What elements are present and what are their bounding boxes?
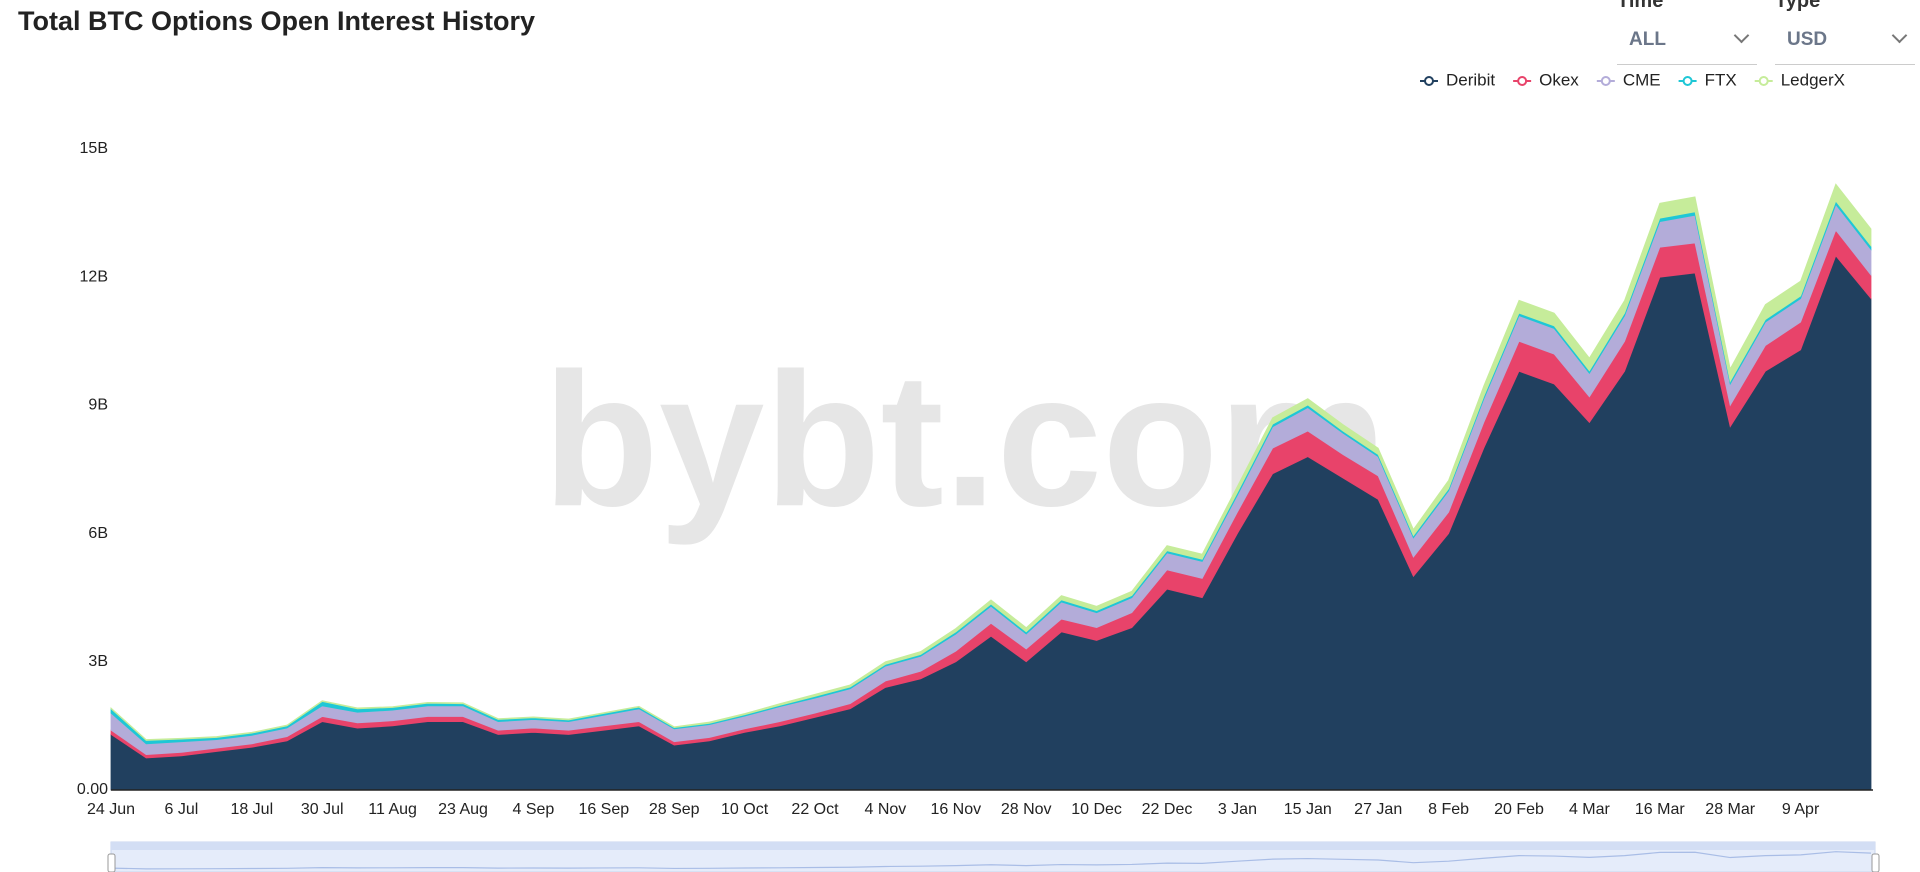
- navigator-handle[interactable]: [1871, 853, 1880, 872]
- x-tick-label: 24 Jun: [87, 801, 135, 818]
- x-tick-label: 28 Mar: [1705, 801, 1755, 818]
- x-tick-label: 8 Feb: [1428, 801, 1469, 818]
- x-tick-label: 4 Mar: [1569, 801, 1611, 818]
- legend-icon: [1600, 76, 1611, 86]
- legend-label[interactable]: FTX: [1705, 70, 1737, 89]
- type-value: USD: [1787, 29, 1828, 50]
- x-tick-label: 6 Jul: [165, 801, 199, 818]
- x-tick-label: 10 Dec: [1071, 801, 1122, 818]
- type-label: Type: [1775, 0, 1821, 12]
- x-tick-label: 28 Nov: [1001, 801, 1052, 818]
- y-tick-label: 12B: [80, 268, 108, 285]
- x-tick-label: 9 Apr: [1782, 801, 1820, 818]
- legend-icon: [1682, 76, 1693, 86]
- x-tick-label: 18 Jul: [230, 801, 273, 818]
- underline: [1617, 64, 1757, 65]
- x-tick-label: 23 Aug: [438, 801, 488, 818]
- x-tick-label: 4 Nov: [865, 801, 907, 818]
- legend-label[interactable]: Okex: [1539, 70, 1579, 89]
- x-tick-label: 20 Feb: [1494, 801, 1544, 818]
- x-tick-label: 30 Jul: [301, 801, 344, 818]
- time-value: ALL: [1629, 29, 1666, 50]
- x-tick-label: 3 Jan: [1218, 801, 1257, 818]
- x-tick-label: 10 Oct: [721, 801, 769, 818]
- y-tick-label: 6B: [88, 525, 108, 542]
- x-tick-label: 11 Aug: [368, 801, 417, 818]
- y-tick-label: 3B: [88, 653, 108, 670]
- x-tick-label: 16 Sep: [578, 801, 629, 818]
- navigator-top: [111, 842, 1875, 850]
- time-label: Time: [1617, 0, 1664, 12]
- y-tick-label: 15B: [80, 140, 108, 157]
- legend-icon: [1517, 76, 1528, 86]
- x-tick-label: 15 Jan: [1284, 801, 1332, 818]
- legend-icon: [1758, 76, 1769, 86]
- legend-label[interactable]: LedgerX: [1781, 70, 1845, 89]
- legend-icon: [1424, 76, 1434, 86]
- underline: [1775, 64, 1915, 65]
- x-tick-label: 22 Dec: [1142, 801, 1193, 818]
- x-tick-label: 22 Oct: [791, 801, 839, 818]
- y-tick-label: 9B: [88, 397, 108, 414]
- area-ledgerx: [110, 183, 1872, 741]
- x-tick-label: 16 Nov: [930, 801, 981, 818]
- navigator-line: [110, 851, 1872, 870]
- chart-title: Total BTC Options Open Interest History: [18, 6, 536, 36]
- x-tick-label: 16 Mar: [1635, 801, 1685, 818]
- y-tick-label: 0.00: [77, 781, 108, 798]
- navigator-handle[interactable]: [107, 853, 116, 872]
- x-tick-label: 28 Sep: [649, 801, 700, 818]
- legend-label[interactable]: CME: [1623, 70, 1661, 89]
- x-tick-label: 27 Jan: [1354, 801, 1402, 818]
- legend-label[interactable]: Deribit: [1446, 70, 1495, 89]
- x-tick-label: 4 Sep: [512, 801, 554, 818]
